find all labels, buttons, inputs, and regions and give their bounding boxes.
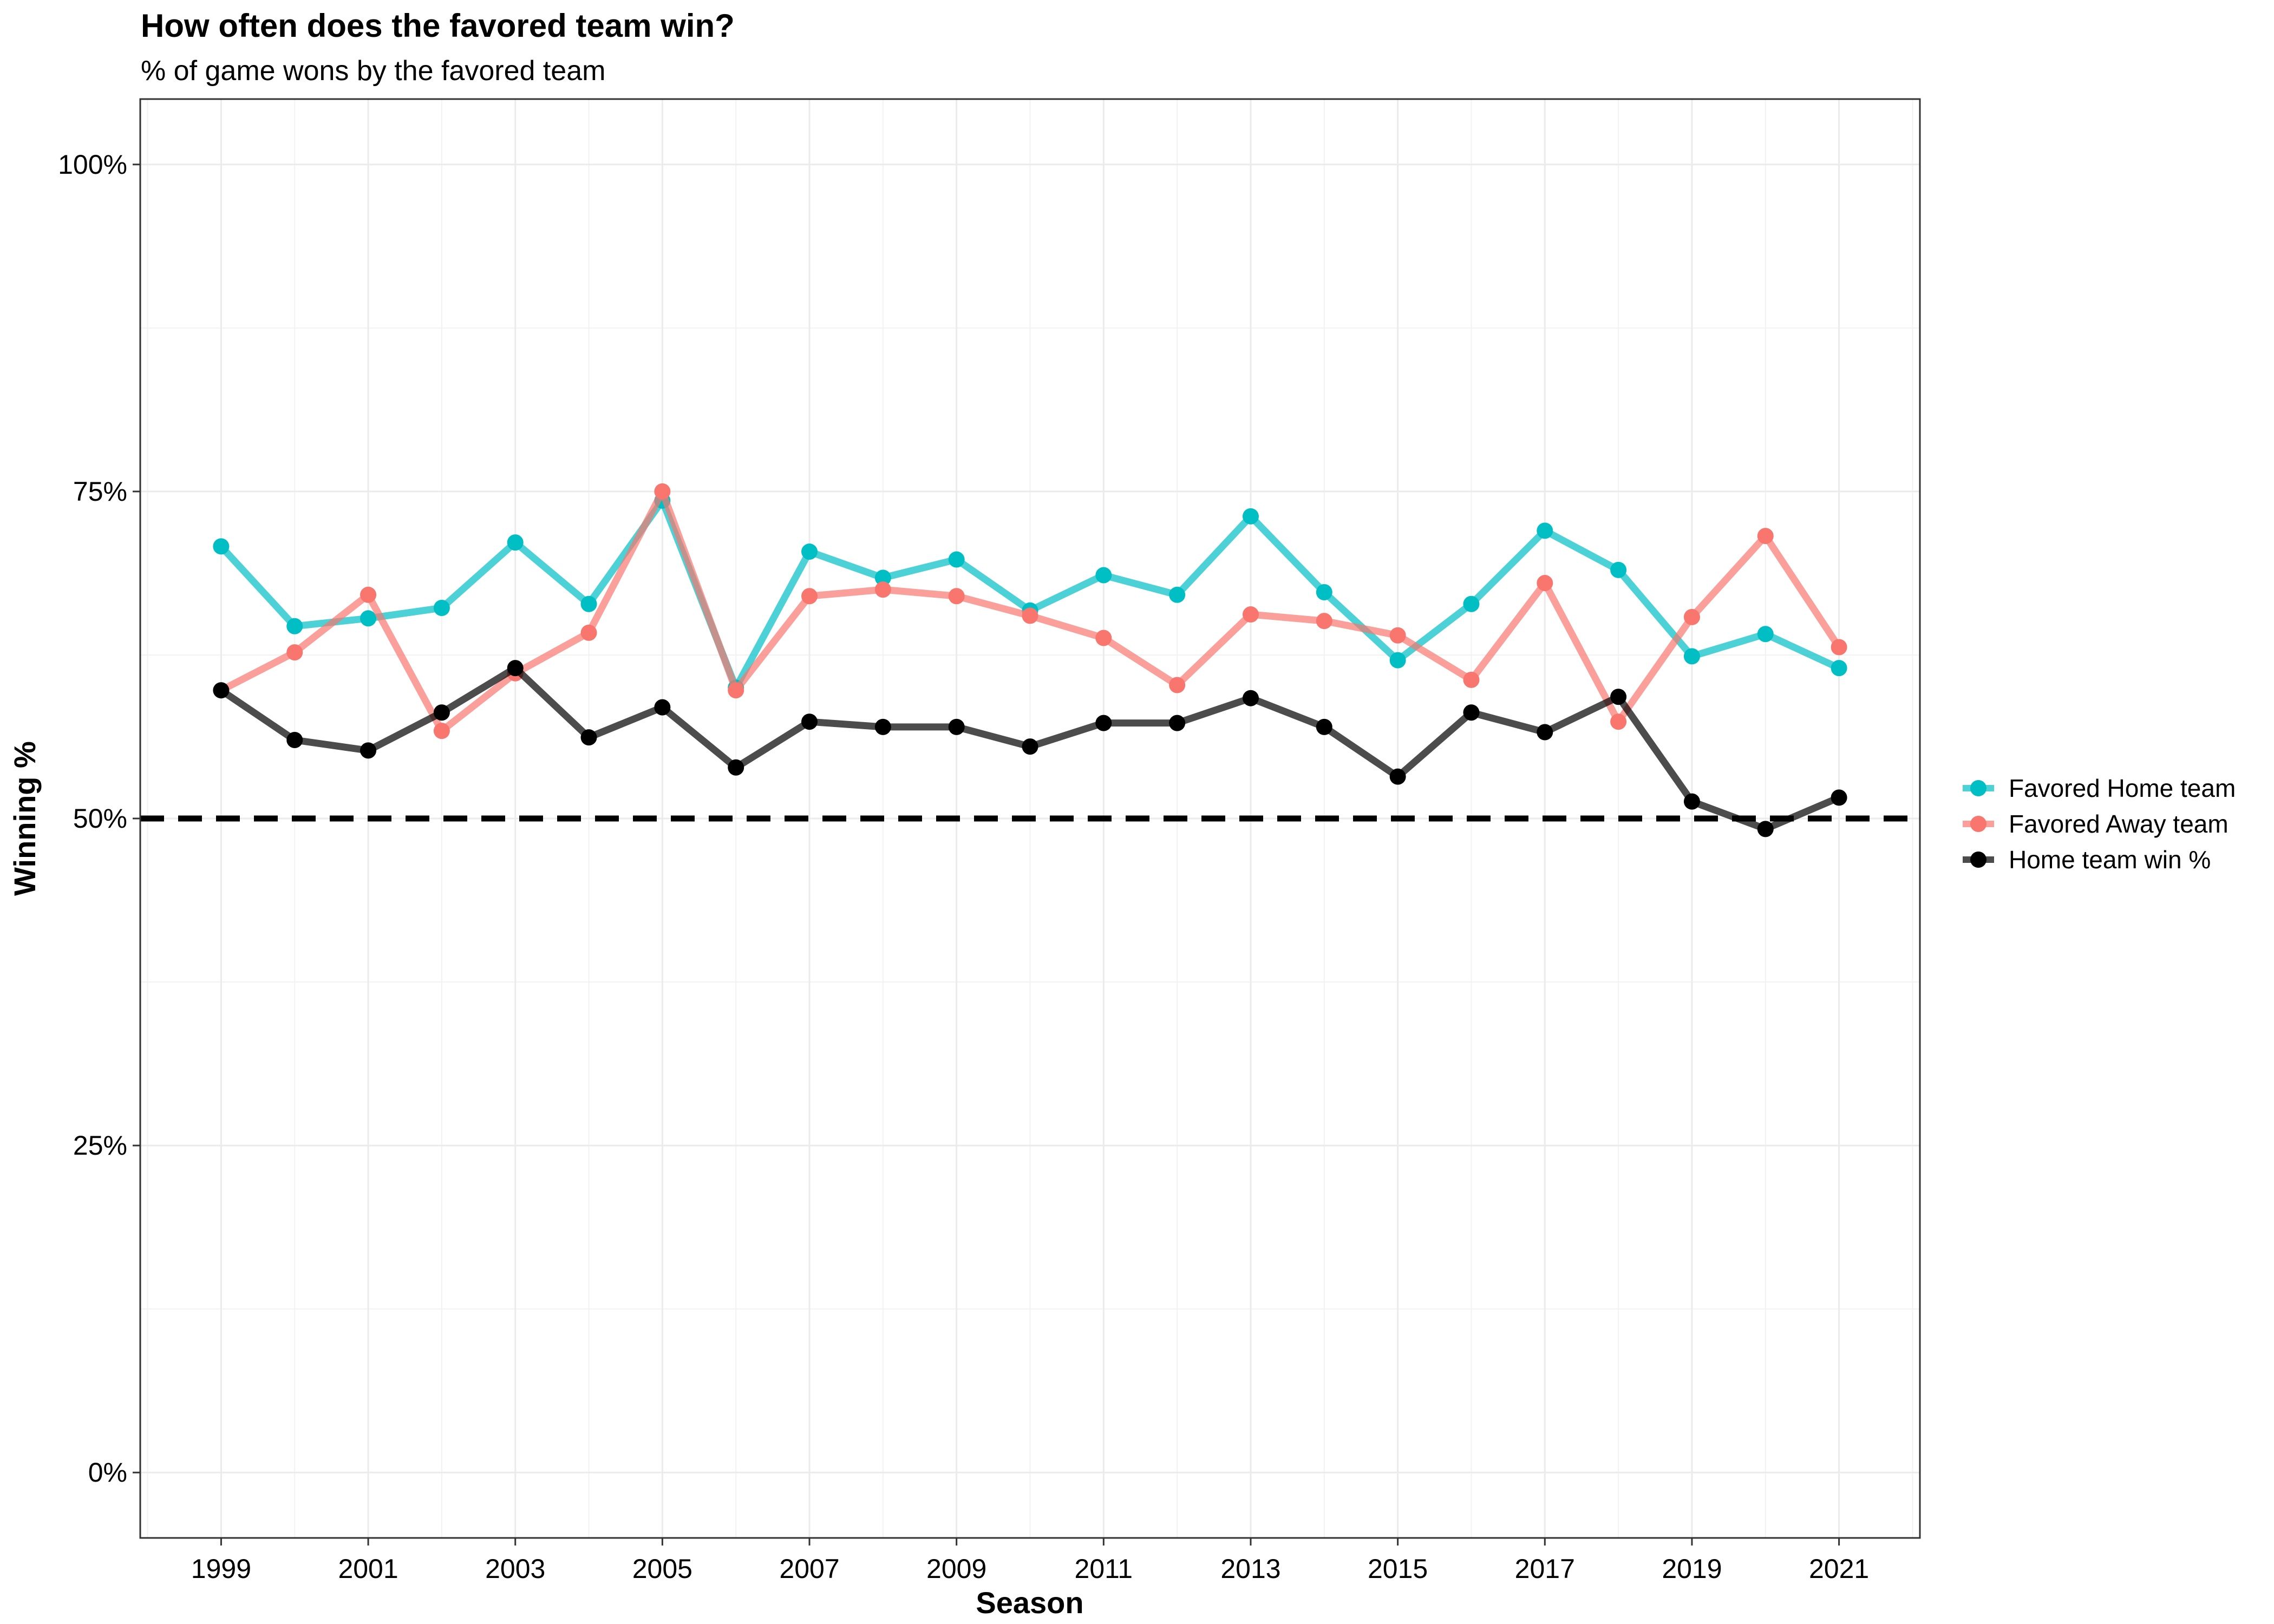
series-layer: [213, 483, 1847, 837]
data-point-1-2006: [728, 682, 744, 699]
data-point-1-2021: [1831, 639, 1847, 656]
data-point-1-2004: [580, 624, 597, 641]
data-point-1-2016: [1463, 671, 1480, 688]
data-point-2-2007: [801, 713, 818, 730]
data-point-2-2002: [433, 704, 450, 721]
data-point-1-2017: [1537, 575, 1553, 592]
data-point-0-2019: [1683, 648, 1700, 665]
data-point-2-2020: [1757, 821, 1774, 837]
y-tick-label: 50%: [73, 803, 127, 834]
data-point-2-2000: [286, 732, 303, 749]
data-point-2-2015: [1389, 768, 1406, 785]
data-point-1-2015: [1389, 627, 1406, 644]
data-point-0-2008: [874, 569, 891, 586]
major-gridlines: [140, 99, 1920, 1538]
legend-label-0: Favored Home team: [2009, 774, 2236, 802]
data-point-1-2010: [1022, 607, 1038, 624]
data-point-1-2011: [1095, 630, 1112, 646]
x-tick-label: 2021: [1809, 1554, 1869, 1584]
data-point-0-2013: [1242, 508, 1259, 525]
data-point-1-2019: [1683, 608, 1700, 625]
data-point-2-2006: [728, 759, 744, 776]
y-tick-label: 100%: [58, 149, 127, 180]
x-tick-label: 2013: [1220, 1554, 1280, 1584]
data-point-0-2004: [580, 595, 597, 612]
data-point-1-2007: [801, 588, 818, 605]
x-tick-label: 2017: [1515, 1554, 1575, 1584]
data-point-1-2018: [1610, 713, 1627, 730]
data-point-2-2014: [1316, 718, 1332, 735]
data-point-1-2005: [654, 483, 671, 500]
legend-key-point-1: [1970, 816, 1987, 832]
data-point-1-2002: [433, 723, 450, 739]
data-point-2-2009: [948, 718, 965, 735]
x-tick-label: 2015: [1368, 1554, 1428, 1584]
data-point-0-2001: [360, 610, 377, 627]
data-point-2-2003: [507, 660, 524, 677]
data-point-0-2002: [433, 599, 450, 616]
data-point-2-2005: [654, 699, 671, 716]
data-point-0-2018: [1610, 561, 1627, 578]
data-point-2-2013: [1242, 690, 1259, 706]
data-point-0-2012: [1169, 586, 1186, 603]
data-point-1-2009: [948, 588, 965, 605]
chart-subtitle: % of game wons by the favored team: [141, 55, 605, 87]
data-point-0-2000: [286, 618, 303, 634]
x-axis-title: Season: [976, 1586, 1083, 1620]
x-tick-label: 2007: [779, 1554, 839, 1584]
x-tick-label: 2011: [1075, 1554, 1133, 1584]
data-point-0-2014: [1316, 584, 1332, 600]
data-point-0-1999: [213, 538, 230, 555]
data-point-2-2012: [1169, 715, 1186, 731]
y-tick-label: 25%: [73, 1130, 127, 1161]
legend: Favored Home team Favored Away team Home t…: [1963, 774, 2236, 874]
data-point-1-2020: [1757, 528, 1774, 545]
y-tick-label: 0%: [88, 1457, 127, 1488]
x-tick-label: 2005: [632, 1554, 692, 1584]
data-point-2-2018: [1610, 689, 1627, 705]
data-point-1-2012: [1169, 677, 1186, 693]
data-point-0-2020: [1757, 626, 1774, 643]
chart-title: How often does the favored team win?: [141, 8, 735, 44]
data-point-2-2021: [1831, 789, 1847, 806]
data-point-2-2011: [1095, 715, 1112, 731]
data-point-0-2003: [507, 534, 524, 551]
y-axis: 0% 25% 50% 75% 100%: [58, 149, 140, 1488]
data-point-2-2017: [1537, 724, 1553, 741]
data-point-2-2008: [874, 718, 891, 735]
y-axis-title: Winning %: [8, 741, 42, 896]
x-tick-label: 2001: [338, 1554, 398, 1584]
data-point-0-2007: [801, 543, 818, 560]
legend-label-2: Home team win %: [2009, 846, 2211, 874]
data-point-1-2013: [1242, 606, 1259, 623]
legend-key-point-0: [1970, 780, 1987, 796]
data-point-2-2010: [1022, 738, 1038, 755]
x-tick-label: 1999: [191, 1554, 251, 1584]
data-point-2-2001: [360, 742, 377, 759]
data-point-1-2001: [360, 586, 377, 603]
data-point-1-2000: [286, 644, 303, 661]
data-point-0-2009: [948, 551, 965, 568]
x-axis: 1999 2001 2003 2005 2007 2009 2011 2013 2015 2017…: [191, 1538, 1869, 1584]
data-point-0-2015: [1389, 652, 1406, 669]
data-point-2-2016: [1463, 704, 1480, 721]
data-point-2-2004: [580, 729, 597, 746]
x-tick-label: 2003: [485, 1554, 545, 1584]
x-tick-label: 2009: [926, 1554, 986, 1584]
data-point-0-2011: [1095, 567, 1112, 584]
data-point-0-2021: [1831, 660, 1847, 677]
x-tick-label: 2019: [1662, 1554, 1722, 1584]
y-tick-label: 75%: [73, 476, 127, 507]
legend-label-1: Favored Away team: [2009, 810, 2229, 838]
legend-key-point-2: [1970, 852, 1987, 868]
data-point-0-2017: [1537, 522, 1553, 539]
data-point-1-2008: [874, 581, 891, 598]
data-point-0-2016: [1463, 595, 1480, 612]
data-point-1-2014: [1316, 613, 1332, 630]
data-point-2-2019: [1683, 793, 1700, 810]
data-point-2-1999: [213, 682, 230, 699]
